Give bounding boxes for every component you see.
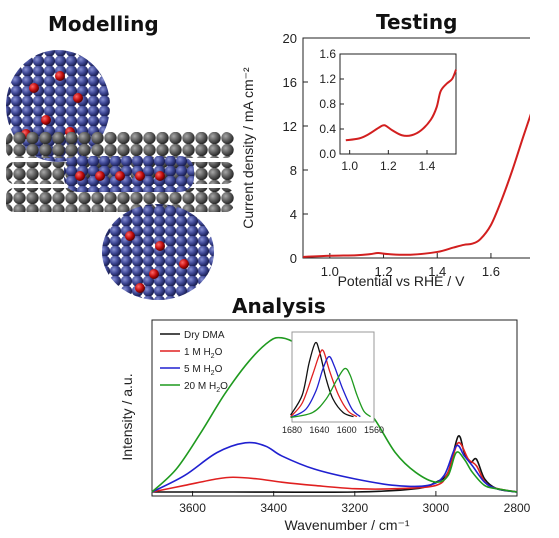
bottom-cluster xyxy=(102,204,214,300)
testing-inset-ytick-label: 0.8 xyxy=(319,97,336,111)
analysis-inset-series-line xyxy=(290,355,361,418)
legend-subscript: 2 xyxy=(211,353,215,360)
testing-title: Testing xyxy=(376,10,458,34)
analysis-legend-label: 1 M H2O xyxy=(184,347,223,360)
testing-inset-ytick-label: 1.6 xyxy=(319,47,336,61)
testing-plot-frame xyxy=(302,37,530,259)
analysis-xtick-label: 3400 xyxy=(260,501,287,515)
testing-ytick-label: 4 xyxy=(290,207,297,222)
testing-ytick-label: 20 xyxy=(283,31,297,46)
analysis-legend-label: 20 M H2O xyxy=(184,381,228,394)
testing-inset-xtick-label: 1.2 xyxy=(380,159,397,173)
analysis-series-line xyxy=(151,441,518,493)
analysis-title: Analysis xyxy=(232,294,326,318)
modelling-title: Modelling xyxy=(48,12,159,36)
analysis-xtick-label: 2800 xyxy=(504,501,531,515)
legend-tail-text: O xyxy=(215,347,223,358)
analysis-inset-xtick-label: 1680 xyxy=(282,425,302,435)
analysis-inset-frame xyxy=(291,331,375,423)
testing-inset-xtick-label: 1.0 xyxy=(341,159,358,173)
analysis-xtick-label: 3200 xyxy=(341,501,368,515)
analysis-plot-frame xyxy=(151,319,518,497)
legend-subscript: 2 xyxy=(211,370,215,377)
analysis-xlabel: Wavenumber / cm⁻¹ xyxy=(284,517,409,533)
analysis-legend-label: Dry DMA xyxy=(184,330,225,341)
legend-subscript: 2 xyxy=(216,387,220,394)
testing-chart: Current density / mA cm⁻² Potential vs R… xyxy=(240,31,530,289)
analysis-chart: Intensity / a.u. Wavenumber / cm⁻¹ 3600 3… xyxy=(119,319,531,533)
testing-inset-xtick-label: 1.4 xyxy=(419,159,436,173)
analysis-inset-series-line xyxy=(290,341,354,418)
analysis-xtick-label: 3000 xyxy=(423,501,450,515)
testing-inset-ytick-label: 1.2 xyxy=(319,72,336,86)
analysis-inset-xtick-label: 1600 xyxy=(337,425,357,435)
analysis-inset-series-line xyxy=(290,367,371,419)
testing-ylabel: Current density / mA cm⁻² xyxy=(240,67,256,229)
analysis-legend-label: 5 M H2O xyxy=(184,364,223,377)
legend-main-text: 5 M H xyxy=(184,364,211,375)
testing-inset-series-line xyxy=(345,69,457,142)
analysis-inset-xtick-label: 1560 xyxy=(364,425,384,435)
legend-tail-text: O xyxy=(215,364,223,375)
analysis-ylabel: Intensity / a.u. xyxy=(119,373,135,460)
testing-inset-ytick-label: 0.0 xyxy=(319,147,336,161)
legend-main-text: Dry DMA xyxy=(184,330,225,341)
testing-series-line xyxy=(302,113,530,258)
testing-ytick-label: 0 xyxy=(290,251,297,266)
legend-tail-text: O xyxy=(220,381,228,392)
testing-xtick-label: 1.0 xyxy=(321,264,339,279)
testing-ytick-label: 16 xyxy=(283,75,297,90)
testing-ytick-label: 12 xyxy=(283,119,297,134)
legend-main-text: 1 M H xyxy=(184,347,211,358)
testing-xtick-label: 1.4 xyxy=(428,264,446,279)
testing-xlabel: Potential vs RHE / V xyxy=(338,273,465,289)
testing-inset-ytick-label: 0.4 xyxy=(319,122,336,136)
middle-cluster xyxy=(64,156,194,192)
analysis-inset-series-line xyxy=(290,349,358,418)
analysis-xtick-label: 3600 xyxy=(179,501,206,515)
testing-xtick-label: 1.2 xyxy=(375,264,393,279)
molecular-model-illustration xyxy=(6,50,234,300)
legend-main-text: 20 M H xyxy=(184,381,216,392)
testing-xtick-label: 1.6 xyxy=(482,264,500,279)
analysis-series-line xyxy=(151,441,518,493)
analysis-series-line xyxy=(152,435,518,494)
analysis-inset-xtick-label: 1640 xyxy=(309,425,329,435)
testing-ytick-label: 8 xyxy=(290,163,297,178)
